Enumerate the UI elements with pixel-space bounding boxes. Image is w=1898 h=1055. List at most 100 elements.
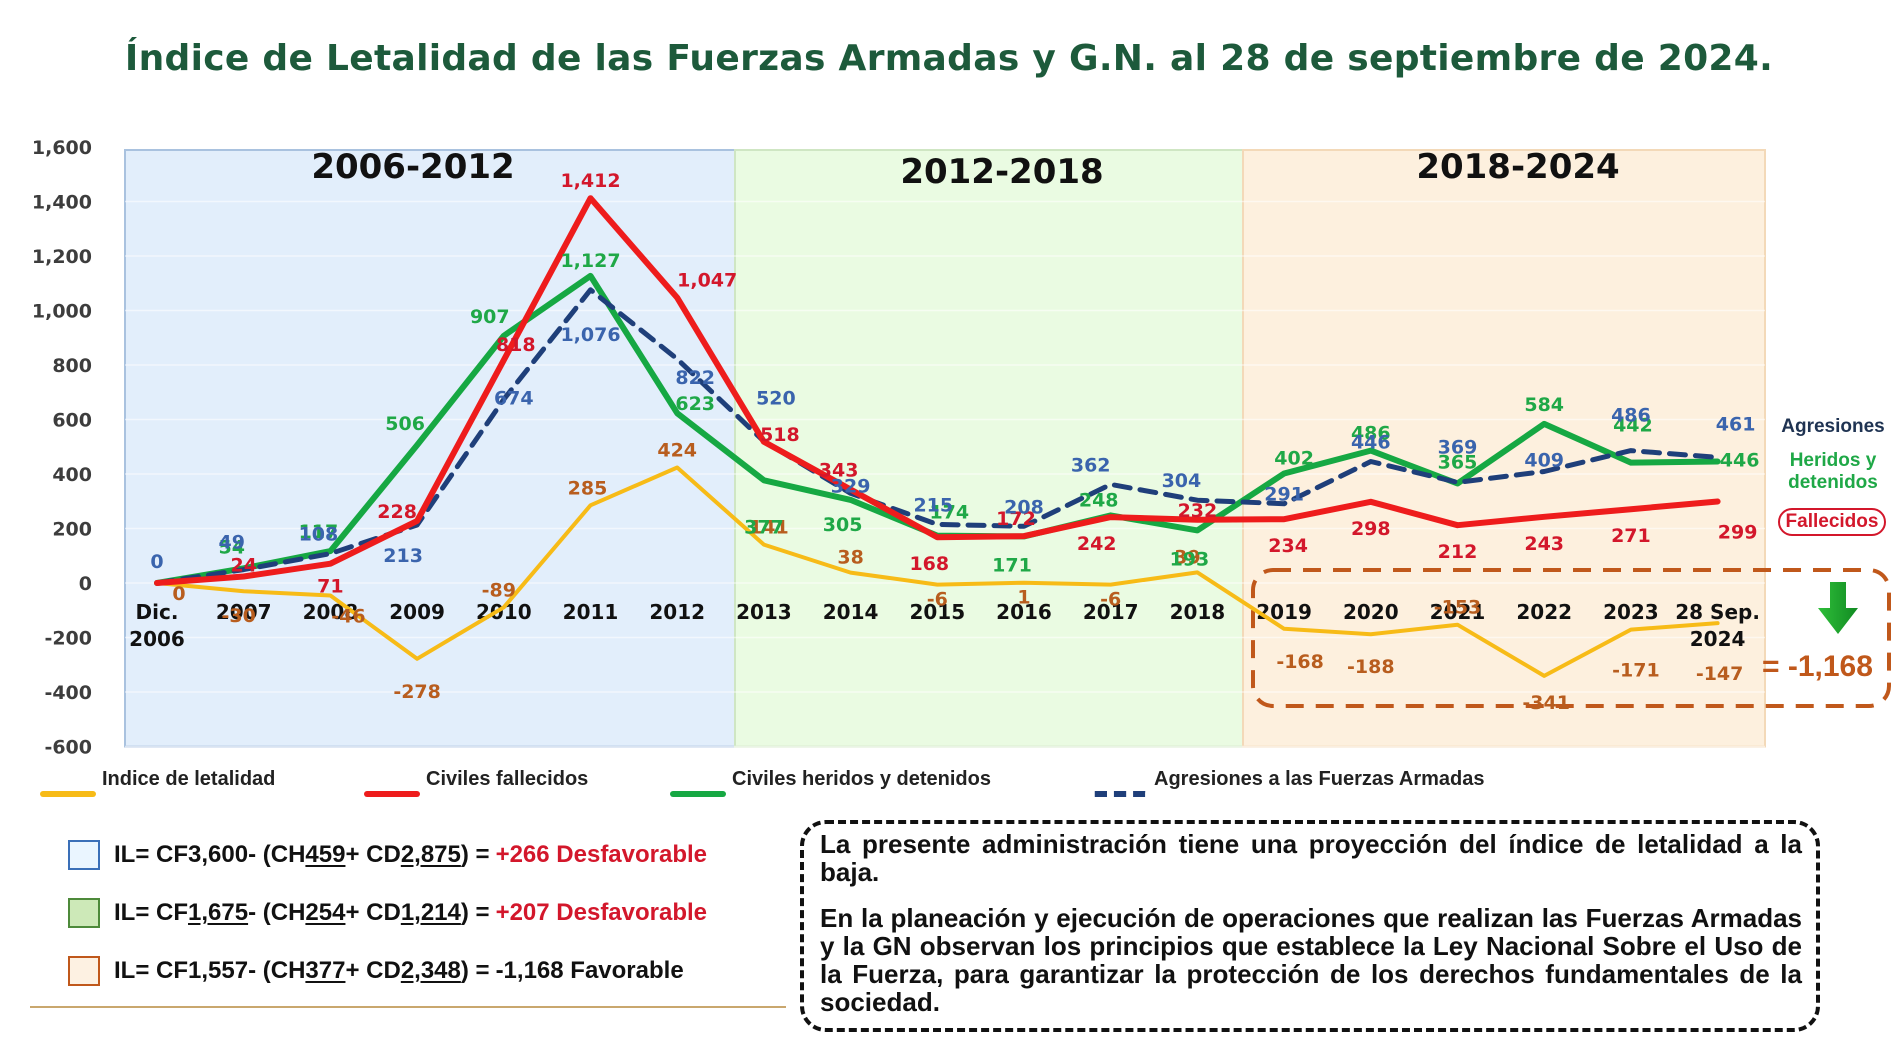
data-label: 506 — [385, 413, 425, 435]
divider — [30, 1006, 786, 1008]
cd-value: 2,348 — [400, 957, 461, 984]
period-label: 2006-2012 — [311, 147, 514, 187]
x-tick-label: 2016 — [996, 600, 1052, 624]
data-label: -147 — [1696, 663, 1744, 685]
down-arrow-icon — [1818, 582, 1858, 634]
side-label-fallecidos: Fallecidos — [1778, 508, 1886, 536]
side-label-heridos: Heridos y detenidos — [1788, 450, 1878, 493]
data-label: 108 — [299, 524, 339, 546]
y-tick-label: -600 — [44, 737, 92, 759]
legend-item-indice: Indice de letalidad — [40, 768, 275, 797]
legend-swatch — [670, 791, 726, 797]
data-label: 299 — [1718, 522, 1758, 544]
x-tick-label: 2009 — [389, 600, 445, 624]
data-label: 377 — [744, 516, 784, 538]
data-label: -46 — [331, 606, 365, 628]
formula-result: +266 Desfavorable — [495, 841, 708, 868]
data-label: 818 — [496, 334, 536, 356]
period-backgrounds — [124, 149, 1766, 748]
side-label-agresiones: Agresiones — [1781, 416, 1885, 437]
note-box: La presente administración tiene una pro… — [800, 820, 1820, 1032]
x-tick-label: 2020 — [1343, 600, 1399, 624]
x-tick-label: 2017 — [1083, 600, 1139, 624]
x-tick-line: 28 Sep. — [1675, 600, 1760, 624]
y-axis-ticks: 1,600 1,400 1,200 1,000 800 600 400 200 0 -200 -40… — [32, 137, 92, 759]
data-label: 461 — [1716, 413, 1756, 435]
x-tick-line: 2006 — [129, 627, 185, 651]
x-tick-label: 2023 — [1603, 600, 1659, 624]
data-label: 442 — [1613, 415, 1653, 437]
x-tick-line: 2018 — [1170, 600, 1226, 624]
line-chart: 1,600 1,400 1,200 1,000 800 600 400 200 0 -200 -40… — [32, 137, 1891, 759]
data-label: 305 — [823, 514, 863, 536]
data-label: 242 — [1077, 533, 1117, 555]
formula-2012-2018: IL= CF 1,675 - (CH 254 + CD 1,214) = +20… — [68, 898, 707, 928]
data-label: 141 — [749, 517, 789, 539]
color-box-blue — [68, 840, 100, 870]
legend-swatch — [40, 791, 96, 797]
data-label: 291 — [1264, 484, 1304, 506]
data-label: 424 — [657, 439, 697, 461]
formula-text: IL= CF — [114, 841, 189, 868]
formula-text: IL= CF — [114, 957, 189, 984]
data-label: 486 — [1611, 405, 1651, 427]
data-label: 1 — [1017, 587, 1030, 609]
chart-title: Índice de Letalidad de las Fuerzas Armad… — [124, 38, 1774, 79]
formula-text: + CD — [345, 957, 401, 984]
x-tick-label: Dic. 2006 — [129, 600, 185, 651]
gridlines — [125, 146, 1765, 748]
data-label: 409 — [1524, 450, 1564, 472]
data-label: -278 — [393, 681, 441, 703]
data-label: 298 — [1351, 518, 1391, 540]
y-tick-label: 1,600 — [32, 137, 92, 159]
data-label: 623 — [675, 393, 715, 415]
legend-swatch — [1092, 791, 1148, 797]
data-label: 168 — [909, 553, 949, 575]
data-label: 174 — [929, 502, 969, 524]
formula-result: +207 Desfavorable — [495, 899, 708, 926]
note-paragraph-2: En la planeación y ejecución de operacio… — [820, 903, 1802, 1017]
cf-value: 3,600 — [188, 841, 249, 868]
legend-item-agresiones: Agresiones a las Fuerzas Armadas — [1092, 768, 1485, 797]
data-label: 213 — [383, 545, 423, 567]
series-lines — [154, 195, 1721, 678]
x-tick-label: 2014 — [823, 600, 879, 624]
data-label: 117 — [299, 521, 339, 543]
y-tick-label: 1,400 — [32, 192, 92, 214]
data-label: 208 — [1004, 496, 1044, 518]
x-tick-line: 2007 — [216, 600, 272, 624]
data-label: -6 — [1100, 589, 1121, 611]
period-label: 2018-2024 — [1416, 147, 1619, 187]
data-label: 54 — [218, 536, 244, 558]
y-tick-label: 200 — [52, 519, 92, 541]
x-tick-line: 2013 — [736, 600, 792, 624]
x-tick-label: 2012 — [649, 600, 705, 624]
data-label: 193 — [1170, 548, 1210, 570]
period-label: 2012-2018 — [900, 152, 1103, 192]
data-label: 171 — [992, 554, 1032, 576]
note-paragraph-1: La presente administración tiene una pro… — [820, 829, 1802, 887]
formula-text: ) = — [460, 841, 490, 868]
data-label: 304 — [1162, 470, 1202, 492]
data-label: -30 — [222, 605, 256, 627]
y-tick-label: -200 — [44, 628, 92, 650]
y-tick-label: 1,200 — [32, 246, 92, 268]
formula-text: IL= CF — [114, 899, 189, 926]
data-label: 215 — [913, 494, 953, 516]
color-box-green — [68, 898, 100, 928]
data-label: 271 — [1611, 525, 1651, 547]
data-label: 520 — [756, 387, 796, 409]
x-tick-label: 2008 — [303, 600, 359, 624]
y-tick-label: -400 — [44, 682, 92, 704]
data-label: 49 — [218, 532, 244, 554]
formula-text: + CD — [345, 841, 401, 868]
data-label: 24 — [230, 554, 256, 576]
data-label: -6 — [927, 589, 948, 611]
x-tick-line: 2011 — [563, 600, 619, 624]
data-label: 1,412 — [560, 170, 620, 192]
data-label: 369 — [1438, 436, 1478, 458]
cf-value: 1,557 — [188, 957, 249, 984]
data-label: 329 — [831, 475, 871, 497]
formula-2018-2024: IL= CF 1,557 - (CH 377 + CD 2,348) = -1,… — [68, 956, 684, 986]
x-tick-line: 2021 — [1430, 600, 1486, 624]
